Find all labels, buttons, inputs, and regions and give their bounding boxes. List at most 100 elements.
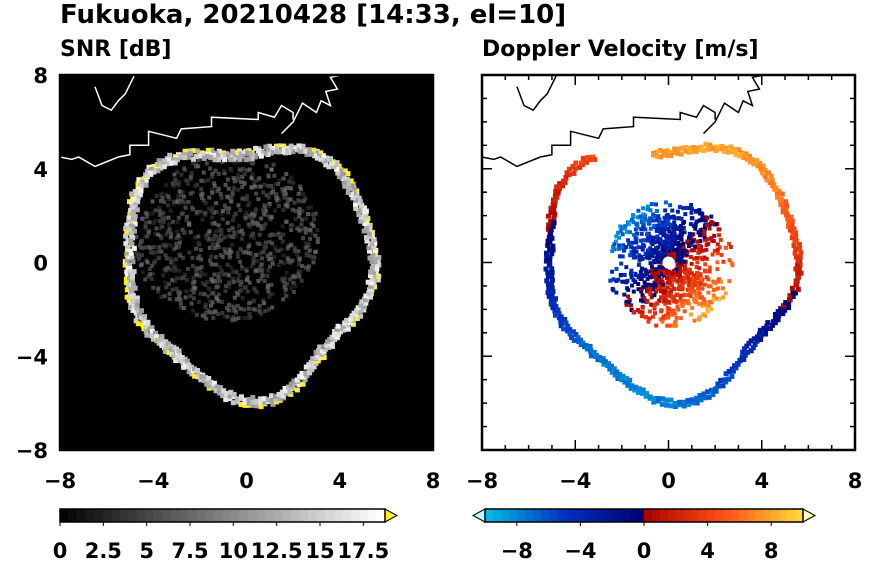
snr-echo-cell	[361, 209, 367, 215]
snr-echo-cell	[258, 404, 264, 410]
colorbar-swatch	[636, 509, 645, 522]
snr-echo-cell	[249, 156, 255, 162]
snr-echo-cell	[184, 289, 189, 294]
velocity-echo-cell	[687, 206, 692, 210]
snr-echo-cell	[168, 160, 174, 166]
velocity-echo-cell	[694, 276, 699, 281]
snr-echo-cell	[295, 226, 300, 231]
velocity-echo-cell	[643, 393, 649, 399]
snr-echo-cell	[163, 253, 168, 258]
velocity-echo-cell	[723, 291, 728, 296]
velocity-echo-cell	[686, 145, 692, 151]
figure-title: Fukuoka, 20210428 [14:33, el=10]	[60, 0, 566, 30]
snr-echo-cell	[160, 214, 165, 219]
snr-echo-cell	[303, 240, 308, 245]
velocity-echo-cell	[690, 248, 695, 253]
velocity-echo-cell	[681, 399, 687, 405]
velocity-echo-cell	[780, 205, 786, 211]
velocity-echo-cell	[720, 286, 725, 291]
velocity-echo-cell	[566, 172, 572, 178]
snr-echo-cell	[172, 160, 178, 166]
snr-echo-cell	[240, 174, 245, 179]
velocity-echo-cell	[678, 316, 683, 321]
velocity-echo-cell	[702, 282, 707, 287]
snr-echo-cell	[310, 356, 316, 362]
velocity-echo-cell	[625, 229, 629, 234]
velocity-echo-cell	[666, 252, 671, 257]
colorbar-swatch	[308, 509, 317, 522]
colorbar-tick-label: −4	[564, 539, 596, 563]
snr-echo-cell	[256, 148, 262, 154]
snr-echo-cell	[230, 153, 236, 159]
snr-echo-cell	[216, 299, 221, 304]
snr-echo-cell	[206, 294, 211, 299]
colorbar-swatch	[77, 509, 86, 522]
velocity-echo-cell	[691, 239, 696, 244]
snr-echo-cell	[220, 392, 226, 397]
snr-echo-cell	[127, 276, 132, 282]
snr-echo-cell	[126, 219, 132, 225]
colorbar-swatch	[747, 509, 756, 522]
velocity-echo-cell	[619, 377, 625, 383]
velocity-echo-cell	[633, 271, 638, 276]
snr-echo-cell	[182, 194, 186, 199]
velocity-echo-cell	[774, 189, 780, 195]
snr-echo-cell	[305, 244, 310, 249]
velocity-echo-cell	[550, 289, 556, 294]
snr-echo-cell	[288, 277, 293, 282]
snr-echo-cell	[297, 210, 302, 215]
snr-echo-cell	[181, 364, 187, 370]
velocity-echo-cell	[679, 145, 685, 151]
snr-echo-cell	[260, 272, 265, 277]
velocity-echo-cell	[705, 237, 710, 242]
velocity-echo-cell	[651, 314, 655, 319]
snr-echo-cell	[286, 384, 291, 390]
snr-echo-cell	[163, 244, 168, 249]
snr-echo-cell	[262, 243, 267, 248]
snr-echo-cell	[213, 150, 219, 156]
snr-echo-cell	[215, 296, 219, 301]
snr-echo-cell	[201, 179, 206, 184]
velocity-echo-cell	[689, 271, 694, 276]
velocity-echo-cell	[597, 355, 603, 360]
velocity-echo-cell	[549, 277, 555, 283]
snr-echo-cell	[318, 150, 324, 156]
velocity-echo-cell	[678, 293, 683, 298]
velocity-echo-cell	[767, 180, 773, 185]
snr-echo-cell	[316, 236, 320, 241]
snr-echo-cell	[311, 364, 317, 370]
velocity-echo-cell	[774, 194, 780, 200]
velocity-echo-cell	[654, 153, 660, 159]
velocity-echo-cell	[649, 283, 654, 288]
snr-echo-cell	[171, 202, 176, 207]
snr-echo-cell	[131, 209, 136, 215]
snr-echo-cell	[282, 192, 287, 197]
velocity-echo-cell	[584, 346, 590, 352]
velocity-echo-cell	[545, 282, 551, 287]
velocity-echo-cell	[657, 148, 663, 153]
velocity-echo-cell	[682, 148, 688, 154]
velocity-echo-cell	[714, 296, 718, 301]
snr-echo-cell	[219, 195, 224, 200]
velocity-echo-cell	[689, 279, 694, 284]
snr-echo-cell	[240, 266, 245, 271]
snr-echo-cell	[153, 231, 157, 236]
colorbar-swatch	[659, 509, 669, 522]
colorbar-tick-label: 5	[139, 539, 154, 563]
snr-echo-cell	[151, 169, 157, 175]
snr-echo-cell	[303, 370, 309, 376]
snr-echo-cell	[362, 205, 367, 211]
velocity-echo-cell	[626, 294, 631, 299]
snr-echo-cell	[176, 348, 182, 354]
velocity-echo-cell	[688, 240, 693, 245]
velocity-echo-cell	[659, 230, 663, 235]
velocity-echo-cell	[698, 228, 703, 233]
colorbar-swatch	[376, 509, 386, 522]
velocity-echo-cell	[557, 181, 563, 187]
snr-echo-cell	[301, 192, 306, 197]
snr-echo-cell	[205, 147, 211, 153]
snr-echo-cell	[312, 212, 317, 217]
snr-echo-cell	[281, 260, 286, 265]
snr-echo-cell	[201, 378, 207, 384]
velocity-echo-cell	[644, 315, 649, 320]
